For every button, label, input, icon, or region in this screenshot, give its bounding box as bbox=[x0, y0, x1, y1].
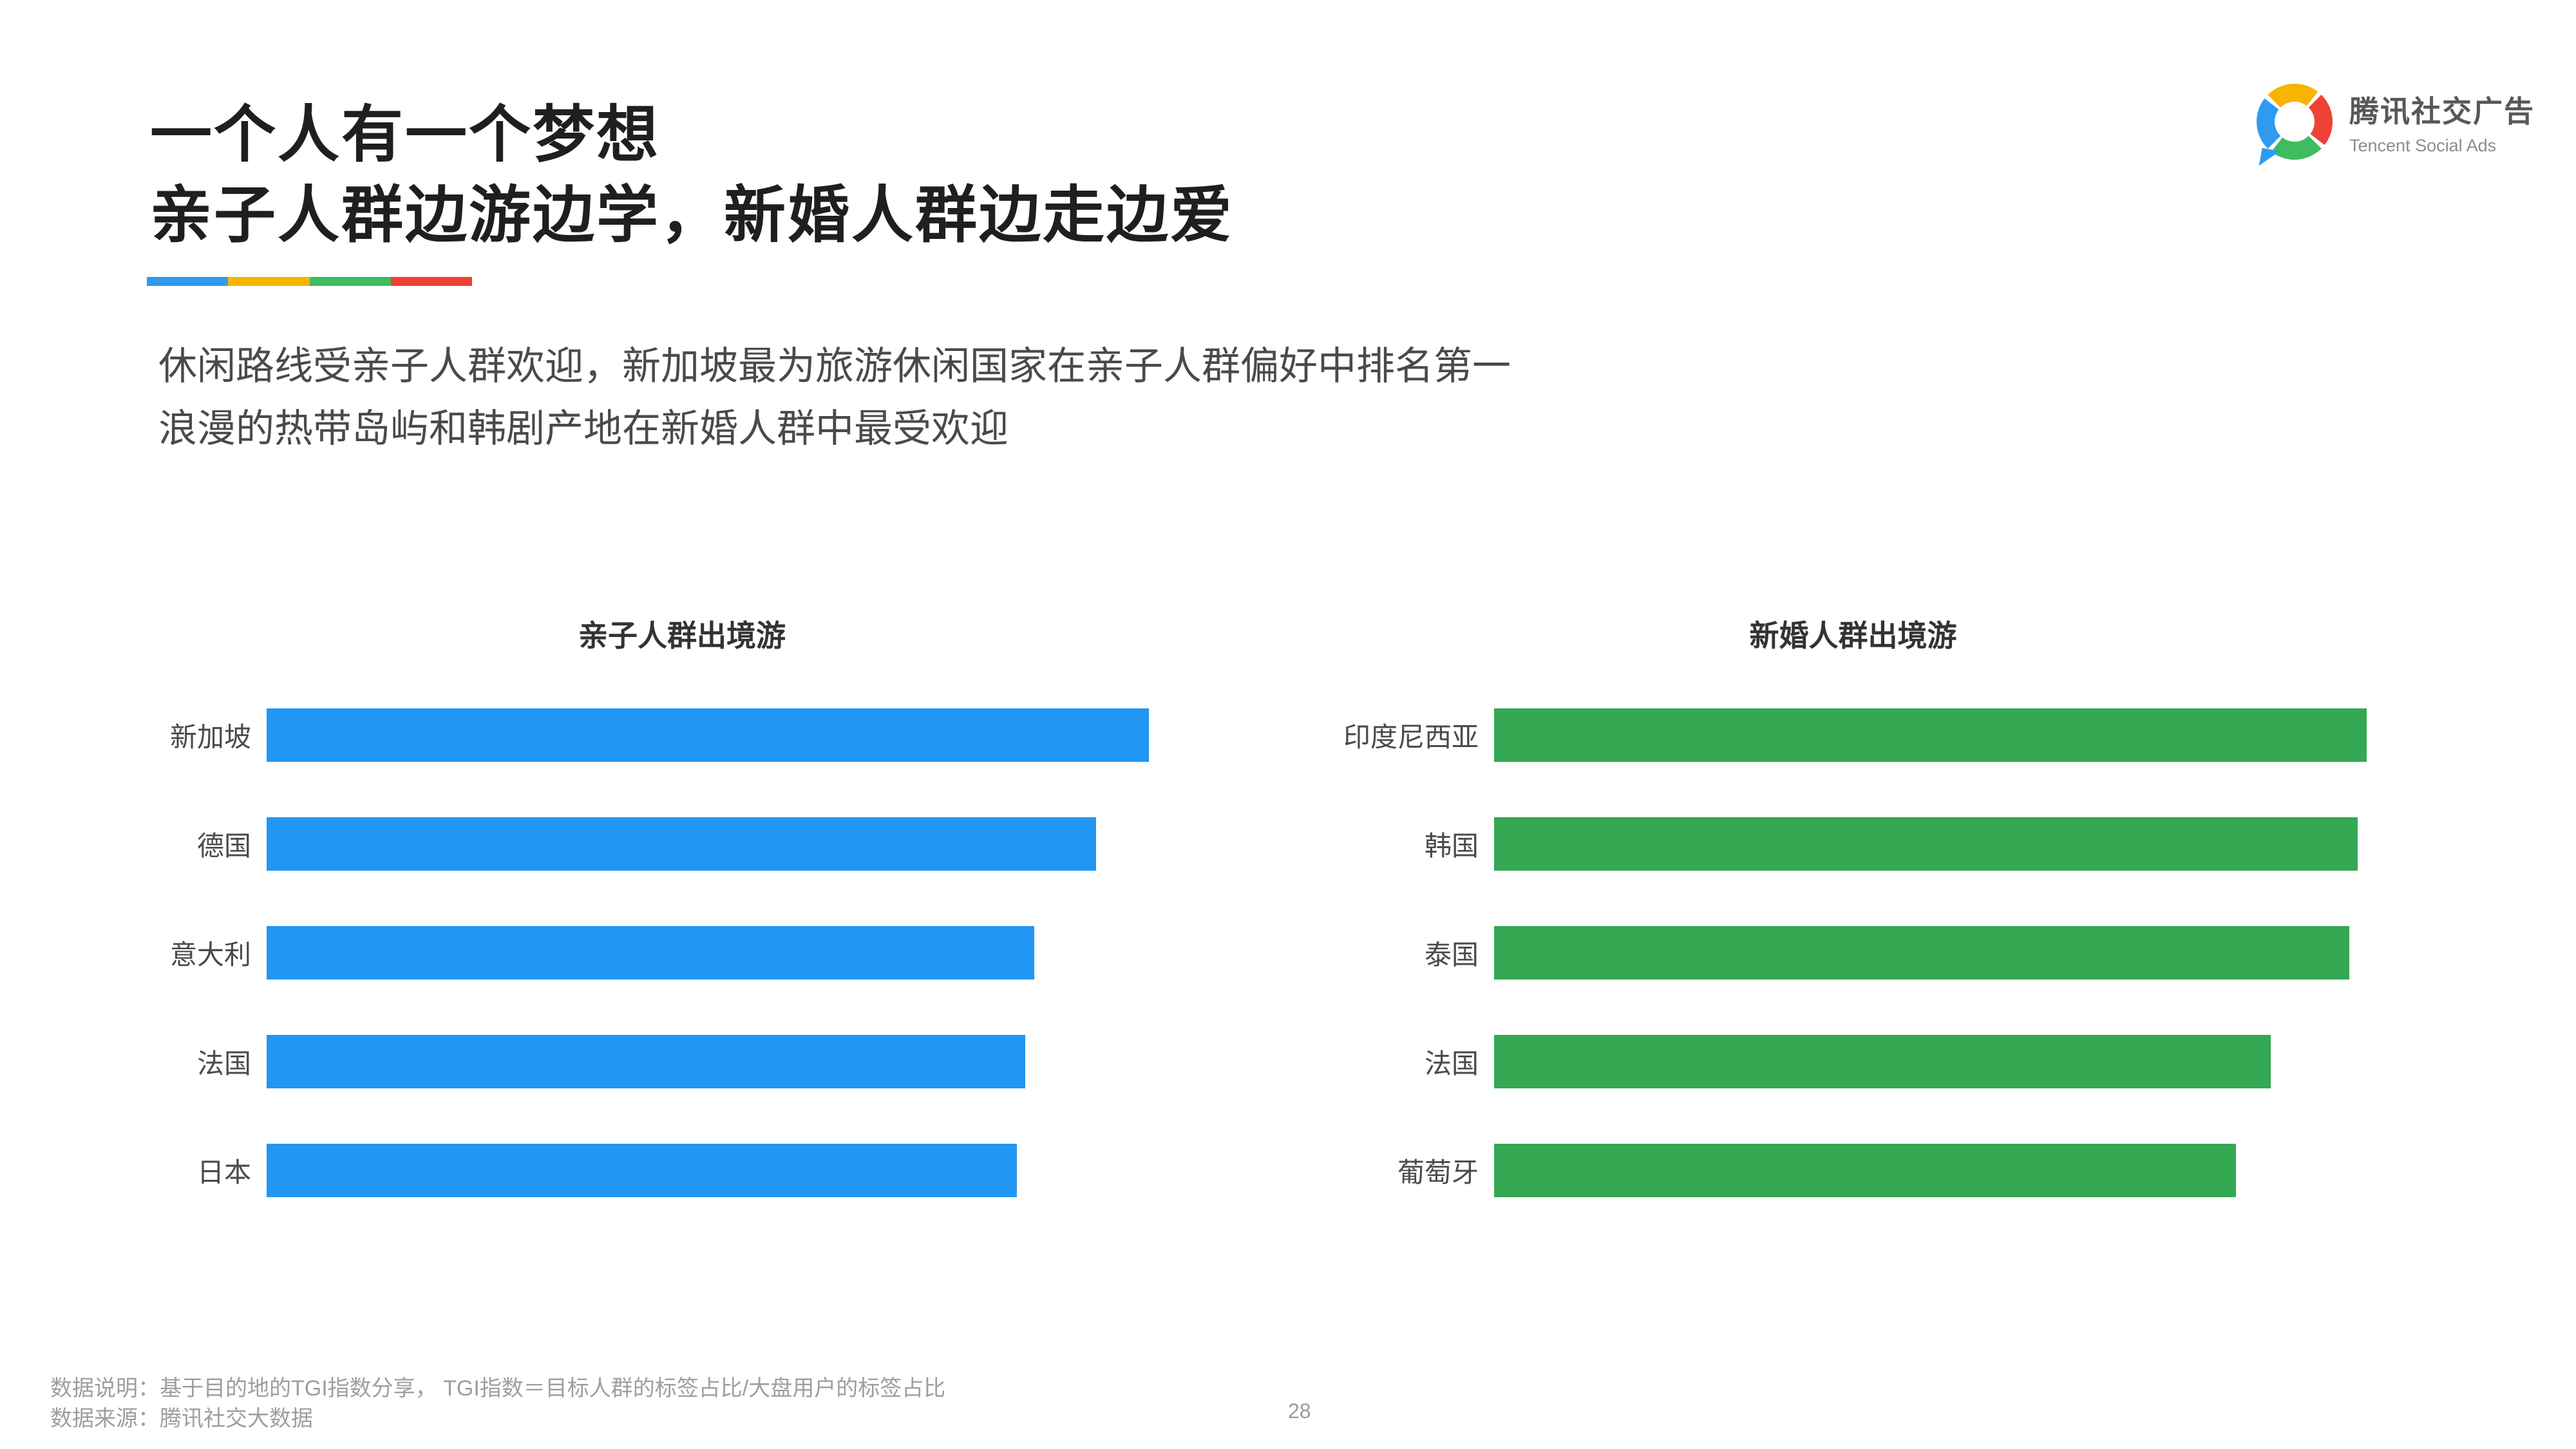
footer-note: 数据说明：基于目的地的TGI指数分享， TGI指数＝目标人群的标签占比/大盘用户… bbox=[50, 1374, 945, 1435]
bar-label: 法国 bbox=[1424, 1048, 1479, 1079]
bar bbox=[267, 1144, 1017, 1198]
chart-parent-outbound: 亲子人群出境游 新加坡德国意大利法国日本 bbox=[35, 618, 1149, 1198]
bar-track bbox=[1494, 817, 2367, 871]
bar bbox=[267, 817, 1096, 871]
logo-name-cn: 腾讯社交广告 bbox=[2349, 94, 2535, 128]
bar-label: 新加坡 bbox=[169, 722, 251, 753]
bar bbox=[267, 926, 1034, 980]
bar bbox=[1494, 926, 2349, 980]
bar bbox=[1494, 1144, 2236, 1198]
underline-segment bbox=[228, 277, 310, 286]
chart-row: 法国 bbox=[1249, 1035, 2367, 1089]
bar bbox=[1494, 1035, 2271, 1089]
bar bbox=[1494, 708, 2367, 762]
bar-track bbox=[1494, 708, 2367, 762]
underline-segment bbox=[147, 277, 229, 286]
bar-label: 法国 bbox=[196, 1048, 251, 1079]
bar-label: 泰国 bbox=[1424, 940, 1479, 971]
bar-track bbox=[267, 926, 1149, 980]
bar-label: 葡萄牙 bbox=[1397, 1157, 1479, 1188]
bar-track bbox=[267, 1144, 1149, 1198]
bar-label: 韩国 bbox=[1424, 831, 1479, 862]
chart-row: 印度尼西亚 bbox=[1249, 708, 2367, 762]
logo-ring-hole bbox=[2275, 102, 2315, 142]
chart-newlywed-outbound: 新婚人群出境游 印度尼西亚韩国泰国法国葡萄牙 bbox=[1249, 618, 2367, 1198]
chart-row: 葡萄牙 bbox=[1249, 1144, 2367, 1198]
chart-row: 韩国 bbox=[1249, 817, 2367, 871]
intro-line2: 浪漫的热带岛屿和韩剧产地在新婚人群中最受欢迎 bbox=[158, 407, 1009, 451]
chart-rows: 印度尼西亚韩国泰国法国葡萄牙 bbox=[1249, 708, 2367, 1198]
bar-label: 意大利 bbox=[169, 940, 251, 971]
bar bbox=[267, 1035, 1026, 1089]
bar-label: 印度尼西亚 bbox=[1343, 722, 1479, 753]
logo-ring-icon bbox=[2257, 84, 2333, 160]
chart-row: 日本 bbox=[35, 1144, 1149, 1198]
underline-segment bbox=[390, 277, 472, 286]
chart-row: 德国 bbox=[35, 817, 1149, 871]
footer-line1: 数据说明：基于目的地的TGI指数分享， TGI指数＝目标人群的标签占比/大盘用户… bbox=[50, 1376, 946, 1401]
chart-row: 法国 bbox=[35, 1035, 1149, 1089]
slide-title-line2: 亲子人群边游边学，新婚人群边走边爱 bbox=[150, 180, 1234, 250]
bar-track bbox=[267, 1035, 1149, 1089]
tencent-social-ads-logo: 腾讯社交广告 Tencent Social Ads bbox=[2257, 84, 2535, 160]
chart-row: 新加坡 bbox=[35, 708, 1149, 762]
title-underline bbox=[147, 277, 472, 286]
bar bbox=[1494, 817, 2358, 871]
slide-title: 一个人有一个梦想 亲子人群边游边学，新婚人群边走边爱 bbox=[150, 95, 1234, 256]
intro-text: 休闲路线受亲子人群欢迎，新加坡最为旅游休闲国家在亲子人群偏好中排名第一 浪漫的热… bbox=[158, 335, 1511, 460]
bar-track bbox=[267, 708, 1149, 762]
footer-line2: 数据来源：腾讯社交大数据 bbox=[50, 1406, 313, 1432]
logo-text: 腾讯社交广告 Tencent Social Ads bbox=[2349, 88, 2535, 156]
chart-title: 新婚人群出境游 bbox=[1749, 619, 1957, 652]
bar-track bbox=[1494, 1035, 2367, 1089]
chart-row: 意大利 bbox=[35, 926, 1149, 980]
intro-line1: 休闲路线受亲子人群欢迎，新加坡最为旅游休闲国家在亲子人群偏好中排名第一 bbox=[158, 345, 1511, 388]
chart-title: 亲子人群出境游 bbox=[578, 619, 786, 652]
chart-row: 泰国 bbox=[1249, 926, 2367, 980]
page-number: 28 bbox=[1288, 1399, 1311, 1423]
bar-track bbox=[1494, 1144, 2367, 1198]
bar bbox=[267, 708, 1149, 762]
underline-segment bbox=[309, 277, 391, 286]
bar-track bbox=[1494, 926, 2367, 980]
bar-label: 日本 bbox=[196, 1157, 251, 1188]
chart-rows: 新加坡德国意大利法国日本 bbox=[35, 708, 1149, 1198]
slide-title-line1: 一个人有一个梦想 bbox=[150, 100, 660, 169]
bar-label: 德国 bbox=[196, 831, 251, 862]
bar-track bbox=[267, 817, 1149, 871]
logo-name-en: Tencent Social Ads bbox=[2349, 135, 2497, 155]
